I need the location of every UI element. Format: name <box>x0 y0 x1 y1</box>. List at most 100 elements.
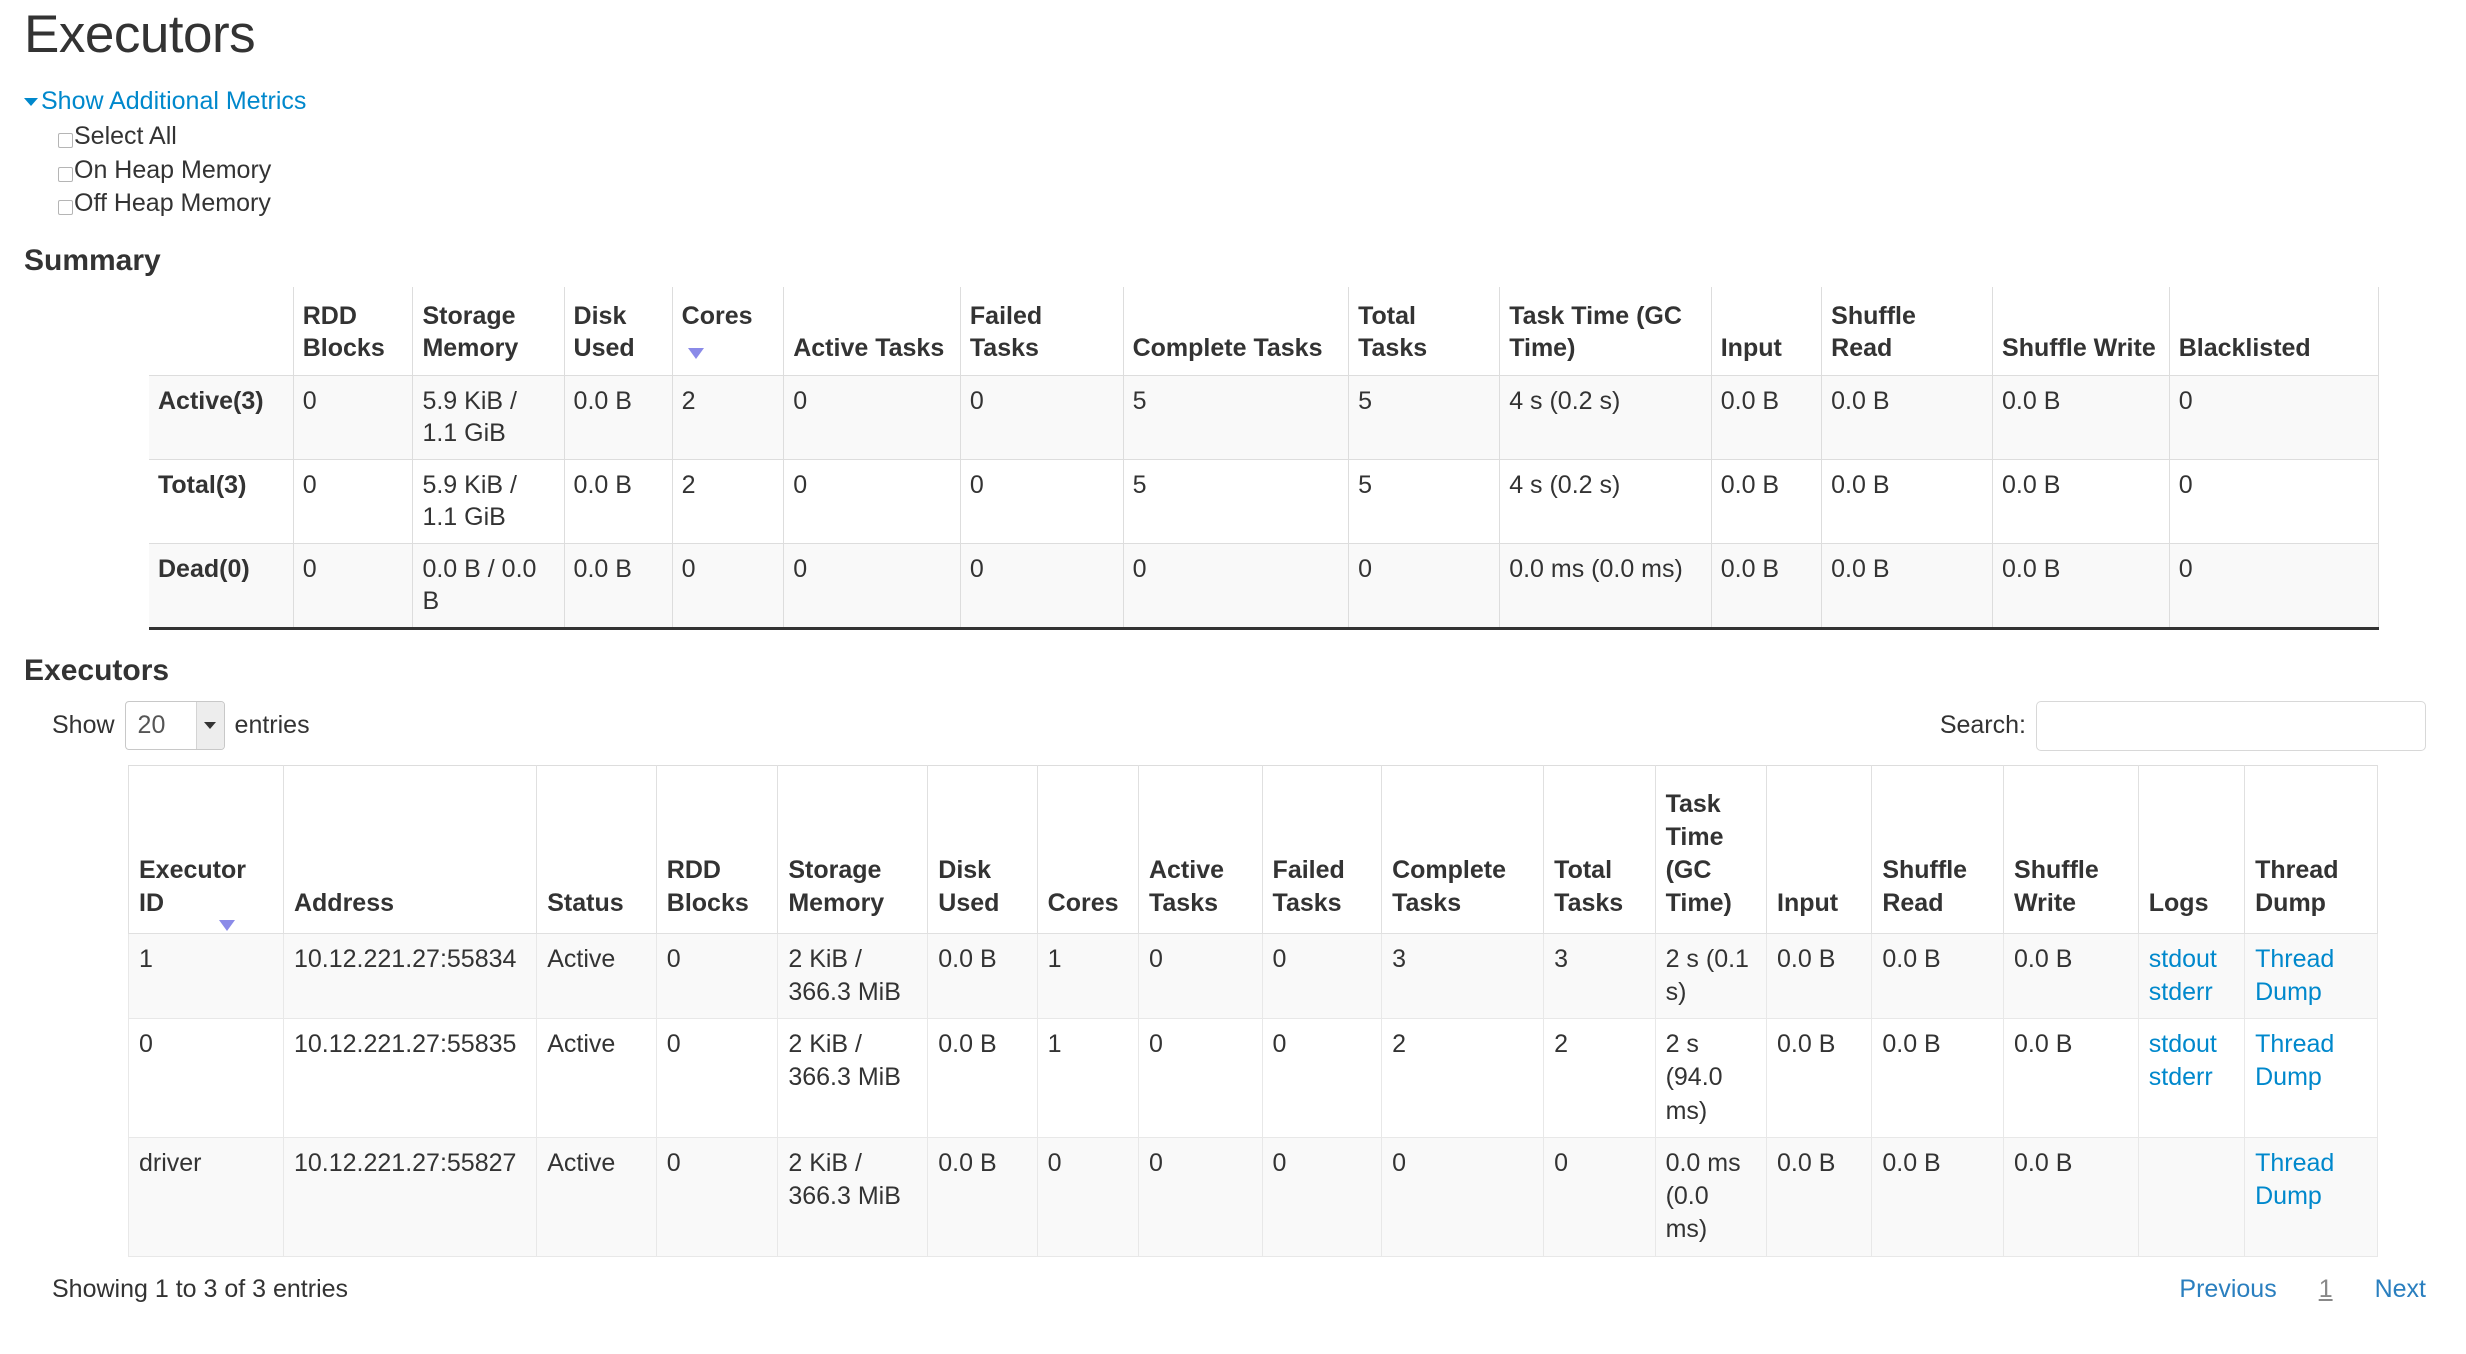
summary-col-total-tasks[interactable]: Total Tasks <box>1348 287 1501 376</box>
exec-col-task-time[interactable]: Task Time (GC Time) <box>1654 764 1768 934</box>
executors-header-row: Executor ID Address Status RDD Blocks St… <box>128 764 2378 934</box>
summary-col-blacklisted[interactable]: Blacklisted <box>2168 287 2380 376</box>
summary-cell-cores: 0 <box>671 542 785 629</box>
exec-cell-shuffle-read: 0.0 B <box>1871 1136 2005 1257</box>
summary-cell-active-tasks: 0 <box>783 542 961 629</box>
summary-row-dead: Dead(0) 0 0.0 B / 0.0 B 0.0 B 0 0 0 0 0 … <box>149 542 2380 629</box>
exec-col-status[interactable]: Status <box>536 764 657 934</box>
metric-option-select-all[interactable]: Select All <box>58 120 2442 153</box>
summary-col-cores[interactable]: Cores <box>671 287 785 376</box>
summary-col-active-tasks[interactable]: Active Tasks <box>783 287 961 376</box>
summary-cell-complete-tasks: 0 <box>1122 542 1350 629</box>
exec-cell-complete-tasks: 0 <box>1381 1136 1545 1257</box>
exec-col-failed-tasks[interactable]: Failed Tasks <box>1261 764 1383 934</box>
stderr-link[interactable]: stderr <box>2148 977 2213 1006</box>
metric-option-on-heap-memory[interactable]: On Heap Memory <box>58 154 2442 187</box>
summary-cell-disk-used: 0.0 B <box>563 542 673 629</box>
thread-dump-link[interactable]: Thread Dump <box>2255 944 2335 1006</box>
exec-col-logs[interactable]: Logs <box>2137 764 2246 934</box>
summary-col-storage-memory[interactable]: Storage Memory <box>412 287 565 376</box>
exec-cell-executor-id: driver <box>128 1136 284 1257</box>
exec-col-active-tasks[interactable]: Active Tasks <box>1137 764 1263 934</box>
exec-cell-cores: 0 <box>1036 1136 1139 1257</box>
exec-col-input[interactable]: Input <box>1765 764 1873 934</box>
executors-table-body: 1 10.12.221.27:55834 Active 0 2 KiB / 36… <box>128 932 2378 1257</box>
table-row: 0 10.12.221.27:55835 Active 0 2 KiB / 36… <box>128 1018 2378 1138</box>
search-input[interactable] <box>2036 700 2426 751</box>
summary-cell-rdd-blocks: 0 <box>292 458 414 544</box>
summary-cell-shuffle-write: 0.0 B <box>1992 374 2170 460</box>
thread-dump-link[interactable]: Thread Dump <box>2255 1030 2335 1092</box>
summary-cell-disk-used: 0.0 B <box>563 374 673 460</box>
exec-cell-shuffle-write: 0.0 B <box>2003 1136 2139 1257</box>
thread-dump-link[interactable]: Thread Dump <box>2255 1148 2335 1211</box>
search-label: Search: <box>1939 711 2026 740</box>
exec-cell-input: 0.0 B <box>1765 1136 1873 1257</box>
summary-row-label: Active(3) <box>149 374 294 460</box>
exec-cell-failed-tasks: 0 <box>1261 1136 1383 1257</box>
show-additional-metrics-toggle[interactable]: Show Additional Metrics <box>24 86 306 116</box>
exec-col-rdd-blocks[interactable]: RDD Blocks <box>655 764 779 934</box>
summary-cell-cores: 2 <box>671 458 785 544</box>
entries-info: Showing 1 to 3 of 3 entries <box>52 1274 349 1303</box>
sort-descending-icon <box>219 919 235 931</box>
executors-table-head: Executor ID Address Status RDD Blocks St… <box>128 764 2378 934</box>
exec-col-thread-dump[interactable]: Thread Dump <box>2244 764 2378 934</box>
exec-col-cores[interactable]: Cores <box>1036 764 1139 934</box>
exec-cell-status: Active <box>536 1136 657 1257</box>
on-heap-memory-checkbox[interactable] <box>58 166 73 182</box>
summary-cell-total-tasks: 5 <box>1348 374 1501 460</box>
summary-col-shuffle-read[interactable]: Shuffle Read <box>1821 287 1994 376</box>
pagination: Previous 1 Next <box>2179 1275 2426 1304</box>
exec-col-address[interactable]: Address <box>282 764 538 934</box>
exec-col-disk-used[interactable]: Disk Used <box>927 764 1038 934</box>
exec-cell-rdd-blocks: 0 <box>655 1018 779 1138</box>
stderr-link[interactable]: stderr <box>2148 1063 2213 1092</box>
entries-label: entries <box>234 711 310 740</box>
exec-cell-shuffle-write: 0.0 B <box>2003 932 2139 1020</box>
summary-cell-input: 0.0 B <box>1710 374 1823 460</box>
summary-col-disk-used[interactable]: Disk Used <box>563 287 673 376</box>
summary-col-complete-tasks[interactable]: Complete Tasks <box>1122 287 1350 376</box>
exec-cell-address: 10.12.221.27:55827 <box>282 1136 538 1257</box>
stdout-link[interactable]: stdout <box>2148 944 2217 973</box>
summary-cell-disk-used: 0.0 B <box>563 458 673 544</box>
summary-cell-failed-tasks: 0 <box>959 542 1124 629</box>
exec-cell-executor-id: 1 <box>128 932 284 1020</box>
exec-col-total-tasks[interactable]: Total Tasks <box>1543 764 1656 934</box>
page-length-select[interactable]: 20 <box>124 701 225 751</box>
summary-cell-cores: 2 <box>671 374 785 460</box>
summary-col-failed-tasks[interactable]: Failed Tasks <box>959 287 1124 376</box>
executors-section-title: Executors <box>24 653 170 687</box>
summary-col-input[interactable]: Input <box>1710 287 1823 376</box>
exec-cell-logs: stdout stderr <box>2137 1018 2246 1138</box>
summary-cell-rdd-blocks: 0 <box>292 374 414 460</box>
summary-col-rdd-blocks[interactable]: RDD Blocks <box>292 287 414 376</box>
summary-cell-storage-memory: 5.9 KiB / 1.1 GiB <box>412 374 565 460</box>
summary-col-shuffle-write[interactable]: Shuffle Write <box>1992 287 2170 376</box>
exec-col-shuffle-write[interactable]: Shuffle Write <box>2003 764 2139 934</box>
table-row: driver 10.12.221.27:55827 Active 0 2 KiB… <box>128 1136 2378 1257</box>
select-all-checkbox[interactable] <box>58 133 73 149</box>
summary-row-total: Total(3) 0 5.9 KiB / 1.1 GiB 0.0 B 2 0 0… <box>149 458 2380 544</box>
summary-cell-task-time: 0.0 ms (0.0 ms) <box>1499 542 1712 629</box>
metric-option-off-heap-memory[interactable]: Off Heap Memory <box>58 187 2442 220</box>
exec-cell-thread-dump: Thread Dump <box>2244 1018 2378 1138</box>
additional-metrics-list: Select All On Heap Memory Off Heap Memor… <box>58 120 2442 220</box>
exec-col-storage-memory[interactable]: Storage Memory <box>777 764 929 934</box>
off-heap-memory-checkbox[interactable] <box>58 199 73 215</box>
page-number-1[interactable]: 1 <box>2318 1274 2333 1303</box>
exec-col-complete-tasks[interactable]: Complete Tasks <box>1381 764 1545 934</box>
stdout-link[interactable]: stdout <box>2148 1030 2217 1059</box>
summary-cell-total-tasks: 5 <box>1348 458 1501 544</box>
exec-cell-total-tasks: 0 <box>1543 1136 1656 1257</box>
exec-col-executor-id[interactable]: Executor ID <box>128 764 284 934</box>
summary-col-blank[interactable] <box>149 287 294 376</box>
exec-col-shuffle-read[interactable]: Shuffle Read <box>1871 764 2005 934</box>
summary-cell-blacklisted: 0 <box>2168 458 2380 544</box>
summary-col-task-time[interactable]: Task Time (GC Time) <box>1499 287 1712 376</box>
previous-page-button[interactable]: Previous <box>2179 1274 2277 1303</box>
exec-cell-executor-id: 0 <box>128 1018 284 1138</box>
next-page-button[interactable]: Next <box>2374 1274 2426 1303</box>
summary-table-body: Active(3) 0 5.9 KiB / 1.1 GiB 0.0 B 2 0 … <box>149 374 2380 629</box>
